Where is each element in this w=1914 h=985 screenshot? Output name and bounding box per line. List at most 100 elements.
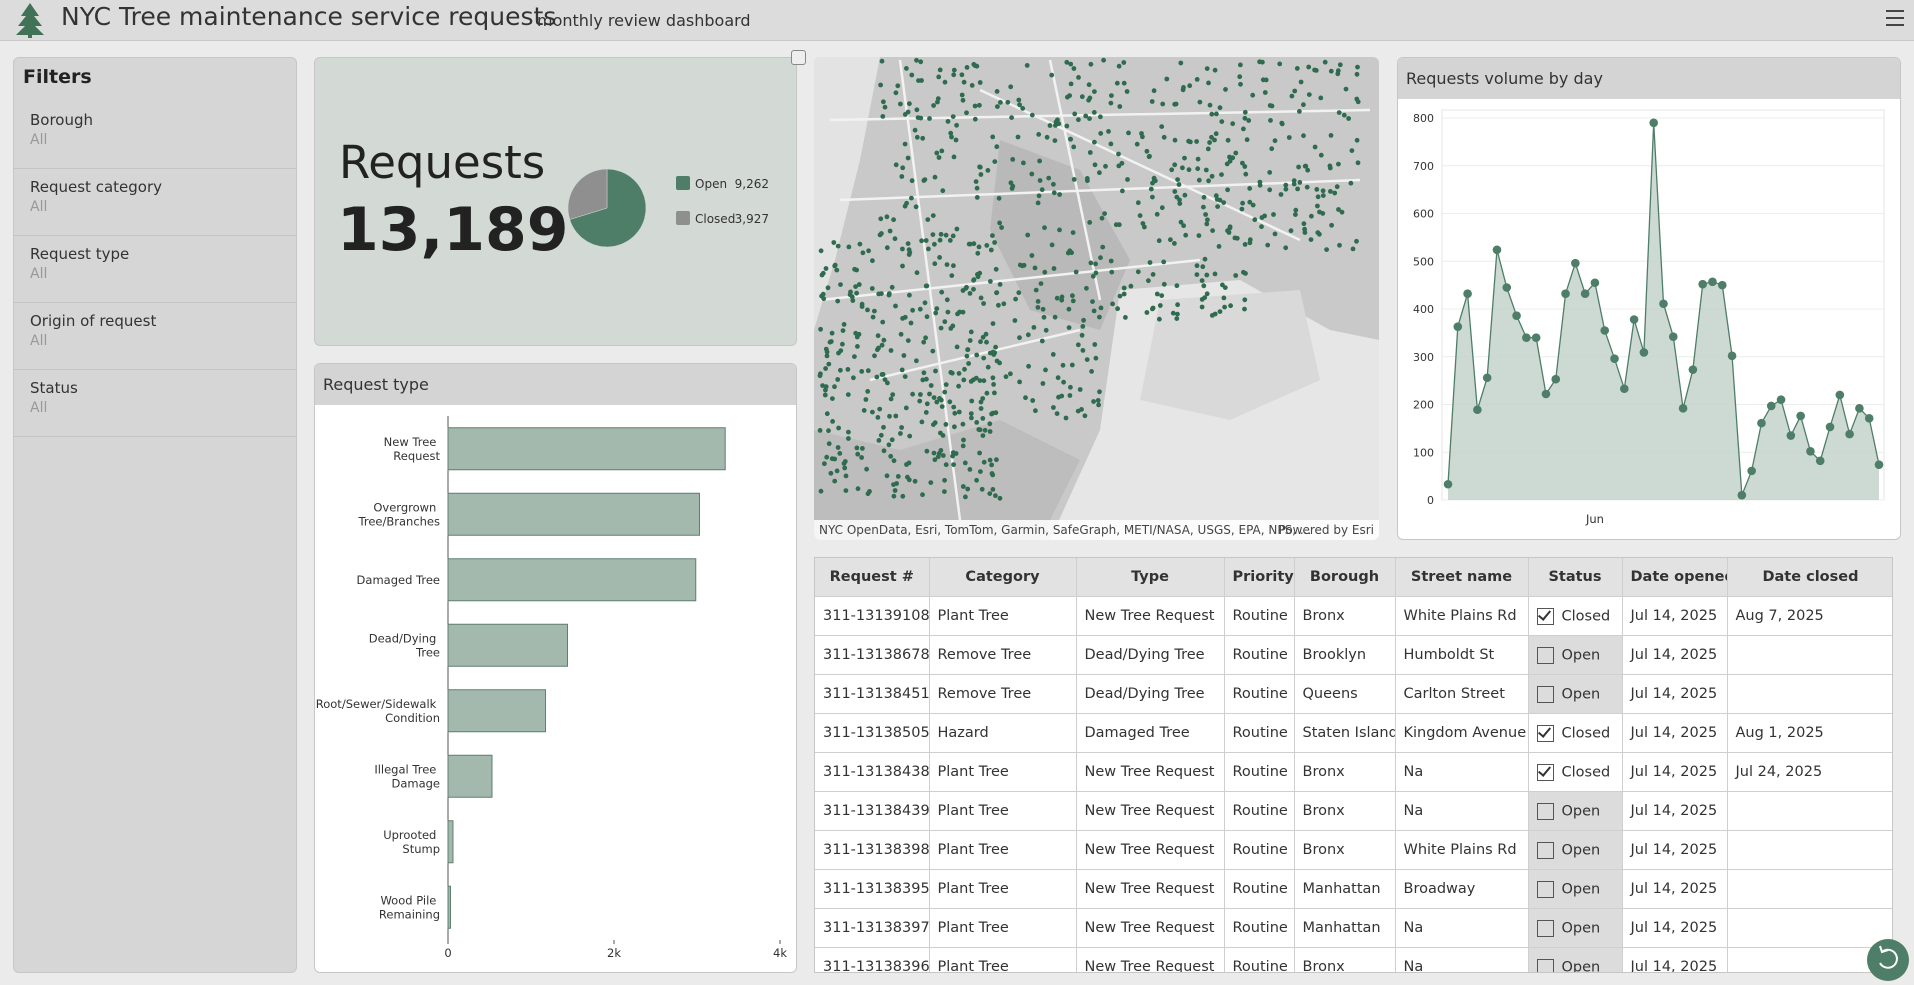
column-header[interactable]: Date opened [1622,558,1728,597]
point [1590,278,1600,288]
point [1639,348,1649,357]
filter-value: All [30,199,48,215]
table-row[interactable]: 311-13138505 Hazard Damaged Tree Routine Sta… [815,713,1892,753]
tree-point [1186,138,1191,144]
tree-point [817,428,823,433]
table-row[interactable]: 311-13138678 Remove Tree Dead/Dying Tree Ro… [815,635,1892,675]
table-cell: Queens [1294,674,1396,714]
tree-point [965,347,971,352]
table-row[interactable]: 311-13138397 Plant Tree New Tree Request Ro… [815,908,1892,948]
column-header[interactable]: Priority [1224,558,1295,597]
tree-point [1150,194,1155,200]
column-header[interactable]: Category [929,558,1077,597]
checkbox[interactable] [1536,919,1554,937]
tree-point [1302,163,1308,169]
checkbox[interactable] [1536,685,1554,703]
tree-point [925,217,931,223]
tree-point [904,462,909,467]
table-cell: Jul 14, 2025 [1622,791,1728,831]
tree-point [989,411,994,417]
filter-item[interactable]: Origin of request All [14,303,296,370]
expand-button[interactable] [791,50,806,65]
tree-point [1302,230,1308,235]
tree-point [1092,89,1097,94]
filter-item[interactable]: Request type All [14,236,296,303]
column-header[interactable]: Type [1076,558,1225,597]
table-row[interactable]: 311-13138395 Plant Tree New Tree Request Ro… [815,869,1892,909]
table-row[interactable]: 311-13139108 Plant Tree New Tree Request Ro… [815,596,1892,636]
tree-point [1278,192,1284,197]
bar [447,689,547,733]
filter-item[interactable]: Borough All [14,102,296,169]
tree-point [1242,115,1248,121]
tree-point [1025,232,1031,238]
table-cell: Plant Tree [929,791,1077,831]
tree-point [930,348,936,354]
column-header[interactable]: Date closed [1727,558,1892,597]
tree-point [1186,167,1192,173]
column-header[interactable]: Status [1528,558,1623,597]
tree-point [886,291,892,296]
tree-point [1252,217,1258,223]
filter-item[interactable]: Status All [14,370,296,437]
table-cell: Carlton Street [1395,674,1529,714]
checkbox[interactable] [1536,802,1554,820]
checkbox[interactable] [1536,723,1554,742]
menu-button[interactable] [1886,10,1904,26]
tree-point [1206,178,1211,184]
checkbox[interactable] [1536,606,1554,625]
column-header[interactable]: Borough [1294,558,1396,597]
tree-point [967,338,973,343]
tree-point [1168,237,1173,243]
table-row[interactable]: 311-13138396 Plant Tree New Tree Request Ro… [815,947,1892,972]
y-tick-label: 500 [1413,255,1434,268]
tree-point [1070,230,1076,236]
status-cell: Open [1528,635,1623,675]
table-row[interactable]: 311-13138451 Remove Tree Dead/Dying Tree Ro… [815,674,1892,714]
refresh-button[interactable] [1867,939,1909,981]
tree-point [960,443,966,449]
table-row[interactable]: 311-13138398 Plant Tree New Tree Request Ro… [815,830,1892,870]
tree-point [942,477,947,483]
status-text: Open [1561,686,1601,702]
tree-point [914,358,919,364]
tree-point [826,441,832,447]
tree-point [949,134,954,140]
checkbox[interactable] [1536,880,1554,898]
tree-point [1040,381,1046,386]
map[interactable]: NYC OpenData, Esri, TomTom, Garmin, Safe… [814,57,1379,540]
table-row[interactable]: 311-13138438 Plant Tree New Tree Request Ro… [815,752,1892,792]
column-header[interactable]: Request # [815,558,930,597]
tree-point [1301,133,1306,139]
tree-point [1031,325,1037,330]
tree-point [1175,177,1180,183]
checkbox[interactable] [1536,762,1554,781]
tree-point [930,232,936,238]
tree-point [927,116,932,121]
tree-point [881,424,886,430]
column-header[interactable]: Street name [1395,558,1529,597]
tree-point [990,134,996,140]
tree-point [921,339,927,345]
tree-point [966,361,971,366]
table-cell [1727,674,1892,714]
checkbox[interactable] [1536,841,1554,859]
tree-point [1237,74,1243,80]
tree-point [980,396,986,401]
filter-item[interactable]: Request category All [14,169,296,236]
checkbox[interactable] [1536,958,1554,972]
tree-point [999,225,1004,230]
tree-point [1306,92,1312,97]
tree-point [842,465,848,471]
table-cell: Routine [1224,752,1295,792]
checkbox[interactable] [1536,646,1554,664]
table-row[interactable]: 311-13138439 Plant Tree New Tree Request Ro… [815,791,1892,831]
tree-point [956,383,961,389]
tree-point [1099,215,1105,221]
tree-point [1134,141,1140,147]
point [1473,405,1482,415]
tree-point [900,246,905,252]
tree-point [828,470,834,476]
